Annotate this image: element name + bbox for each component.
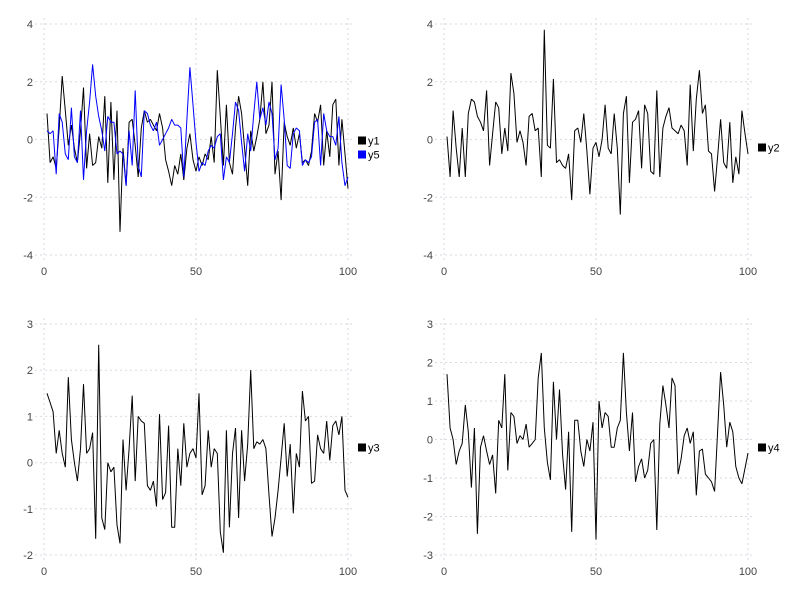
chart-y3: 3 2 1 0 -1 -2 0 50 100 y3 <box>0 300 400 600</box>
y-tick-label: -1 <box>423 473 433 485</box>
legend-swatch-y1 <box>358 136 366 145</box>
chart-y1-y5: 4 2 0 -2 -4 0 50 100 y1 y5 <box>0 0 400 300</box>
y-tick-label: -1 <box>23 504 33 516</box>
y-tick-label: 0 <box>427 135 433 147</box>
legend-swatch-y4 <box>758 443 766 452</box>
x-tick-label: 50 <box>590 566 602 578</box>
series-line-y3 <box>46 344 349 553</box>
x-tick-label: 50 <box>190 566 202 578</box>
chart-svg: 3 2 1 0 -1 -2 -3 0 50 100 y4 <box>423 318 780 578</box>
legend-label-y1: y1 <box>368 136 380 148</box>
y-tick-label: -2 <box>423 192 433 204</box>
y-tick-label: 3 <box>27 319 33 331</box>
x-tick-label: 50 <box>590 266 602 278</box>
x-tick-label: 0 <box>441 566 447 578</box>
y-tick-label: 0 <box>427 435 433 447</box>
series-line-y1 <box>46 70 349 232</box>
y-tick-label: 4 <box>427 19 433 31</box>
y-tick-label: -4 <box>23 250 33 262</box>
x-tick-label: 0 <box>441 266 447 278</box>
y-tick-label: 2 <box>27 365 33 377</box>
chart-svg: 4 2 0 -2 -4 0 50 100 y2 <box>423 18 780 278</box>
chart-y2: 4 2 0 -2 -4 0 50 100 y2 <box>400 0 800 300</box>
legend-label-y3: y3 <box>368 443 380 455</box>
y-tick-label: 0 <box>27 135 33 147</box>
y-tick-label: 1 <box>427 396 433 408</box>
y-tick-label: 2 <box>427 77 433 89</box>
y-tick-label: 3 <box>427 319 433 331</box>
x-tick-label: 100 <box>739 266 757 278</box>
x-tick-label: 100 <box>739 566 757 578</box>
y-tick-label: -3 <box>423 550 433 562</box>
legend-label-y4: y4 <box>768 443 780 455</box>
legend-swatch-y3 <box>358 443 366 452</box>
y-tick-label: -2 <box>23 192 33 204</box>
x-tick-label: 0 <box>41 566 47 578</box>
legend-label-y2: y2 <box>768 143 780 155</box>
series-line-y4 <box>446 352 749 540</box>
x-tick-label: 50 <box>190 266 202 278</box>
chart-svg: 3 2 1 0 -1 -2 0 50 100 y3 <box>23 318 380 578</box>
series-line-y2 <box>446 29 749 215</box>
x-tick-label: 100 <box>339 566 357 578</box>
legend-label-y5: y5 <box>368 150 380 162</box>
y-tick-label: -2 <box>423 512 433 524</box>
y-tick-label: -2 <box>23 550 33 562</box>
series-line-y5 <box>46 64 349 186</box>
y-tick-label: 0 <box>27 458 33 470</box>
chart-svg: 4 2 0 -2 -4 0 50 100 y1 y5 <box>23 18 380 278</box>
x-tick-label: 100 <box>339 266 357 278</box>
x-tick-label: 0 <box>41 266 47 278</box>
y-tick-label: -4 <box>423 250 433 262</box>
y-tick-label: 2 <box>27 77 33 89</box>
y-tick-label: 2 <box>427 358 433 370</box>
y-tick-label: 1 <box>27 411 33 423</box>
legend-swatch-y2 <box>758 143 766 152</box>
chart-y4: 3 2 1 0 -1 -2 -3 0 50 100 y4 <box>400 300 800 600</box>
y-tick-label: 4 <box>27 19 33 31</box>
legend-swatch-y5 <box>358 150 366 159</box>
